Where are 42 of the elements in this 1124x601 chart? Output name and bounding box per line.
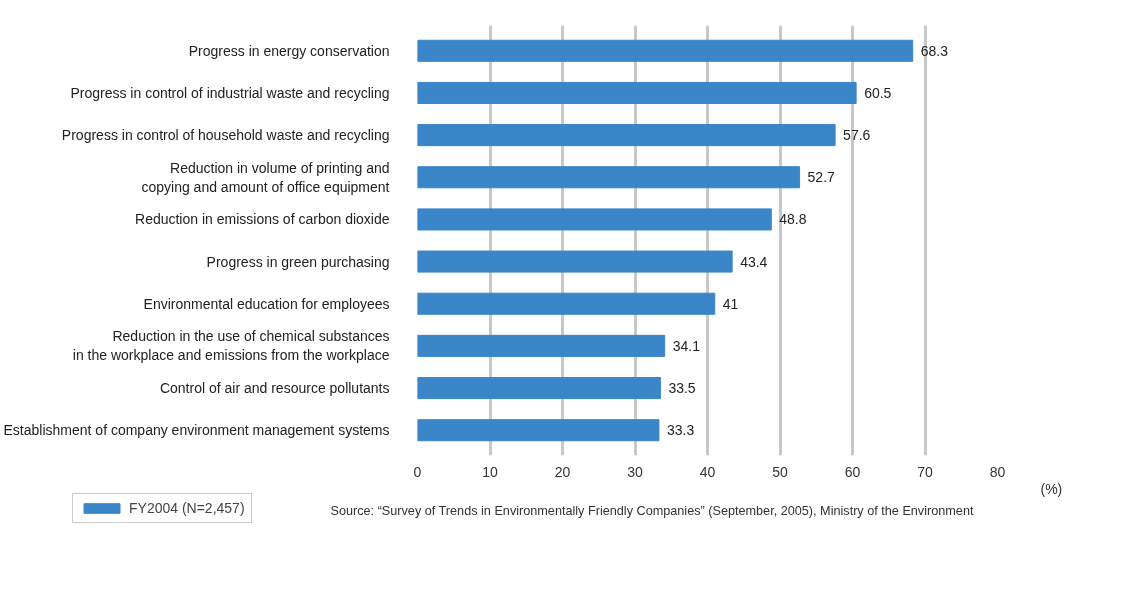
x-tick-label: 30 [627, 463, 643, 480]
y-tick-label: Progress in green purchasing [206, 253, 390, 270]
source-note: Source: “Survey of Trends in Environmentally Friendly Companies” (September, 2005), Ministry of the Environment [330, 503, 974, 518]
x-tick-label: 70 [917, 463, 933, 480]
bar [417, 124, 836, 147]
x-tick-label: 60 [844, 463, 861, 480]
x-tick-label: 10 [482, 463, 498, 480]
x-tick-label: 0 [413, 463, 422, 480]
data-label: 43.4 [740, 253, 768, 270]
y-tick-label: Progress in control of industrial waste and recycling [70, 84, 390, 101]
bar [417, 208, 772, 231]
x-tick-label: 20 [554, 463, 571, 480]
data-label: 33.5 [668, 380, 696, 397]
y-tick-label: Reduction in emissions of carbon dioxide [135, 211, 390, 228]
y-tick-label: Progress in control of household waste and recycling [61, 127, 390, 144]
bar [417, 419, 660, 442]
data-label: 33.3 [666, 422, 695, 439]
data-label: 48.8 [779, 211, 807, 228]
legend-label: FY2004 (N=2,457) [129, 500, 245, 516]
data-label: 68.3 [920, 42, 949, 59]
x-tick-label: 40 [699, 463, 716, 480]
x-axis-title: (%) [1040, 480, 1063, 497]
bar [417, 166, 801, 189]
bar [417, 292, 716, 315]
y-tick-label: Environmental education for employees [143, 295, 390, 312]
data-label: 41 [722, 295, 739, 312]
data-label: 52.7 [807, 169, 836, 186]
data-label: 34.1 [672, 337, 701, 354]
y-tick-label: Reduction in volume of printing and copying and amount of office equipment [141, 159, 390, 195]
data-label: 57.6 [843, 127, 871, 144]
bar [417, 250, 733, 273]
x-tick-label: 50 [772, 463, 788, 480]
bar [417, 81, 857, 104]
bar [417, 39, 914, 62]
bar [417, 334, 666, 357]
y-tick-label: Establishment of company environment management systems [3, 422, 390, 439]
x-tick-label: 80 [989, 463, 1006, 480]
y-tick-label: Reduction in the use of chemical substances in the workplace and emissions from the workplace [72, 328, 390, 364]
y-tick-label: Control of air and resource pollutants [159, 380, 390, 397]
bar [417, 377, 661, 400]
data-label: 60.5 [864, 84, 892, 101]
y-tick-label: Progress in energy conservation [188, 42, 390, 59]
